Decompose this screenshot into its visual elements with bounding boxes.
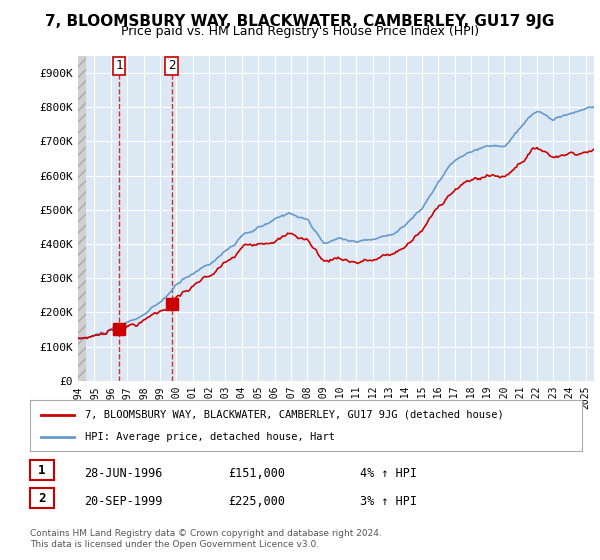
Text: 20-SEP-1999: 20-SEP-1999 (84, 494, 163, 508)
Text: 1: 1 (38, 464, 46, 477)
Text: Price paid vs. HM Land Registry's House Price Index (HPI): Price paid vs. HM Land Registry's House … (121, 25, 479, 38)
Text: 4% ↑ HPI: 4% ↑ HPI (360, 466, 417, 480)
Text: £151,000: £151,000 (228, 466, 285, 480)
Text: 2: 2 (38, 492, 46, 505)
Text: 1: 1 (115, 59, 122, 72)
Text: Contains HM Land Registry data © Crown copyright and database right 2024.
This d: Contains HM Land Registry data © Crown c… (30, 529, 382, 549)
Bar (78, 56, 86, 381)
Text: 7, BLOOMSBURY WAY, BLACKWATER, CAMBERLEY, GU17 9JG (detached house): 7, BLOOMSBURY WAY, BLACKWATER, CAMBERLEY… (85, 409, 504, 419)
Text: HPI: Average price, detached house, Hart: HPI: Average price, detached house, Hart (85, 432, 335, 442)
Text: 2: 2 (168, 59, 175, 72)
Text: 3% ↑ HPI: 3% ↑ HPI (360, 494, 417, 508)
Text: 28-JUN-1996: 28-JUN-1996 (84, 466, 163, 480)
Text: £225,000: £225,000 (228, 494, 285, 508)
Text: 7, BLOOMSBURY WAY, BLACKWATER, CAMBERLEY, GU17 9JG: 7, BLOOMSBURY WAY, BLACKWATER, CAMBERLEY… (46, 14, 554, 29)
